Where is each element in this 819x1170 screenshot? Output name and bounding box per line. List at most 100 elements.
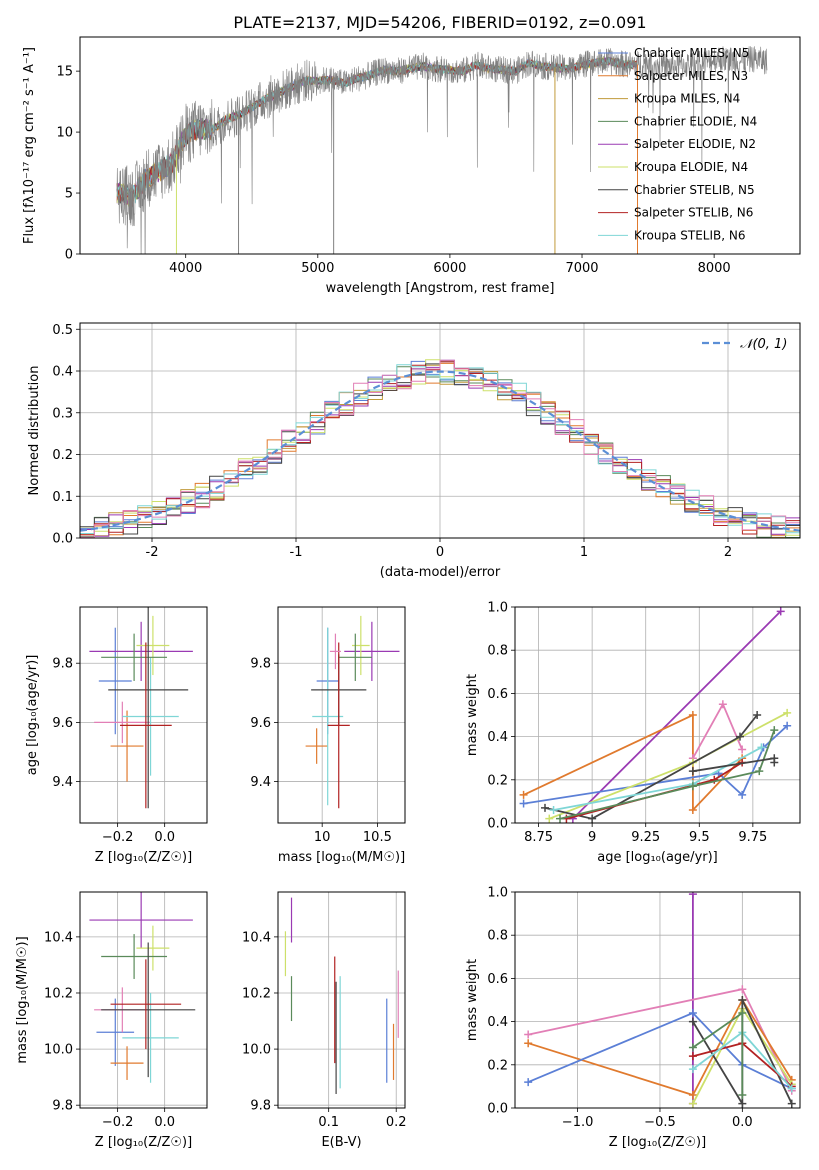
y-tick-label: 9.8: [52, 1099, 73, 1114]
y-axis-label: mass weight: [465, 959, 480, 1041]
weight-point-marker: [783, 708, 792, 717]
weight-point-marker: [688, 711, 697, 719]
weight-point-marker: [738, 1008, 747, 1017]
weight-point-marker: [524, 1078, 533, 1087]
x-tick-label: −0.5: [644, 1115, 676, 1130]
legend-label: 𝒩(0, 1): [740, 337, 787, 352]
panel-mass-vs-EBV: 0.1 0.2 9.8 10.0 10.2 10.4 E(B-V): [242, 891, 407, 1150]
x-tick-label: 8000: [698, 261, 731, 276]
weight-point-marker: [738, 1099, 747, 1108]
weight-point-marker: [787, 1084, 796, 1093]
legend-label: Salpeter ELODIE, N2: [634, 137, 756, 151]
plot-area: [519, 607, 792, 823]
y-axis-label: Normed distribution: [27, 366, 42, 496]
weight-point-marker: [718, 700, 727, 709]
y-tick-label: 0.4: [52, 365, 73, 380]
x-tick-label: 0.2: [386, 1115, 407, 1130]
x-axis-label: mass [log₁₀(M/M☉)]: [278, 850, 405, 865]
axes-frame: [514, 606, 801, 824]
legend-label: Salpeter MILES, N3: [634, 69, 748, 83]
grid: [278, 892, 405, 1108]
x-tick-label: 9.25: [631, 830, 660, 845]
axes-frame: [79, 36, 801, 255]
weight-point-marker: [588, 814, 597, 823]
weight-point-marker: [738, 985, 747, 994]
weight-point-marker: [688, 767, 697, 776]
weight-point-marker: [688, 1065, 697, 1074]
x-tick-label: −0.2: [102, 1115, 134, 1130]
weight-point-marker: [545, 814, 554, 823]
weight-series-line: [527, 998, 793, 1097]
legend-label: Chabrier MILES, N5: [634, 46, 749, 60]
x-tick-label: -2: [146, 545, 159, 560]
axes-frame: [277, 891, 406, 1109]
y-tick-label: 0.3: [52, 406, 73, 421]
data-spectrum-line: [116, 46, 768, 254]
y-tick-label: 10.2: [242, 986, 271, 1001]
weight-point-marker: [738, 745, 747, 754]
y-tick-label: 9.4: [52, 775, 73, 790]
y-tick-label: 9.6: [250, 716, 271, 731]
y-tick-label: 10.0: [242, 1043, 271, 1058]
x-axis-label: wavelength [Angstrom, rest frame]: [326, 281, 555, 296]
panel-spectrum: 4000 5000 6000 7000 8000 0 5 10 15 wavelength [An…: [22, 36, 801, 296]
y-tick-label: 9.8: [52, 657, 73, 672]
weight-point-marker: [736, 732, 744, 741]
weight-point-marker: [519, 790, 528, 799]
weight-series-line: [572, 610, 782, 820]
y-axis-label: age [log₁₀(age/yr)]: [25, 655, 40, 776]
weight-point-marker: [688, 1099, 697, 1108]
y-tick-label: 10: [56, 126, 73, 141]
weight-point-marker: [755, 767, 764, 776]
y-tick-label: 0.4: [487, 730, 508, 745]
y-tick-label: 0.8: [487, 644, 508, 659]
weight-point-marker: [688, 1017, 697, 1026]
grid: [515, 891, 800, 1109]
plot-area: [305, 615, 400, 809]
plot-area: [89, 892, 196, 1083]
y-tick-label: 0.2: [52, 448, 73, 463]
y-tick-label: 0.0: [52, 532, 73, 547]
weight-point-marker: [787, 1099, 796, 1108]
weight-point-marker: [688, 782, 697, 791]
weight-point-marker: [524, 1030, 533, 1039]
x-axis-label: Z [log₁₀(Z/Z☉)]: [609, 1135, 706, 1150]
weight-point-marker: [776, 607, 785, 616]
x-tick-label: 2: [724, 545, 732, 560]
x-axis-label: E(B-V): [321, 1135, 361, 1150]
axes-frame: [514, 891, 801, 1109]
y-tick-label: 0.8: [487, 929, 508, 944]
legend-label: Kroupa ELODIE, N4: [634, 160, 748, 174]
y-tick-label: 1.0: [487, 886, 508, 901]
x-tick-label: 0.1: [318, 1115, 339, 1130]
weight-point-marker: [738, 790, 747, 799]
grid: [278, 607, 405, 823]
weight-point-marker: [688, 1052, 697, 1061]
y-tick-label: 15: [56, 65, 73, 80]
x-axis-label: (data-model)/error: [380, 565, 501, 580]
x-axis-label: age [log₁₀(age/yr)]: [597, 850, 718, 865]
x-axis-label: Z [log₁₀(Z/Z☉)]: [95, 1135, 192, 1150]
panel-mass-vs-Z: −0.2 0.0 9.8 10.0 10.2 10.4 Z [log₁₀(Z/Z☉)] mas…: [15, 891, 208, 1150]
y-tick-label: 0.1: [52, 490, 73, 505]
y-axis-label: mass [log₁₀(M/M☉)]: [15, 936, 30, 1063]
weight-point-marker: [549, 806, 558, 815]
x-tick-label: -1: [290, 545, 303, 560]
axes-frame: [277, 606, 406, 824]
y-tick-label: 0.2: [487, 773, 508, 788]
x-tick-label: 5000: [301, 261, 334, 276]
y-tick-label: 9.4: [250, 775, 271, 790]
axes-frame: [79, 322, 801, 539]
weight-point-marker: [783, 721, 792, 730]
weight-point-marker: [688, 892, 697, 899]
y-tick-label: 5: [65, 187, 73, 202]
legend-label: Chabrier STELIB, N5: [634, 183, 755, 197]
weight-point-marker: [770, 758, 779, 767]
x-tick-label: 10.5: [363, 830, 392, 845]
y-tick-label: 0: [65, 248, 73, 263]
x-tick-label: 7000: [565, 261, 598, 276]
legend-label: Kroupa STELIB, N6: [634, 228, 746, 242]
weight-point-marker: [753, 711, 762, 719]
plot-area: [284, 897, 399, 1094]
